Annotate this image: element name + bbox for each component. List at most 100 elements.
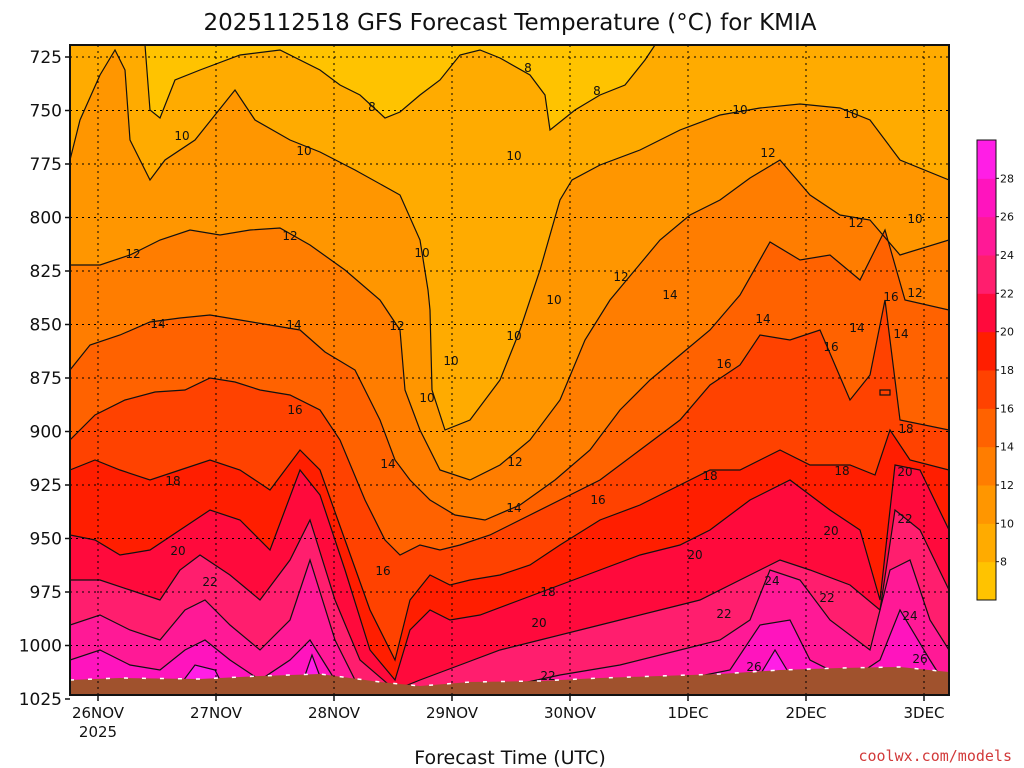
contour-label: 24 [764,574,779,588]
colorbar-swatch [977,216,996,256]
contour-label: 20 [170,544,185,558]
ground [70,667,949,695]
contour-label: 14 [506,501,521,515]
contour-label: 14 [849,321,864,335]
colorbar-label: 14 [1000,441,1014,454]
contour-label: 26 [912,652,927,666]
contour-label: 10 [843,107,858,121]
x-tick-label: 3DEC [903,704,944,722]
y-tick-label: 1000 [19,637,62,657]
contour-label: 26 [746,660,761,674]
contour-label: 10 [546,293,561,307]
x-tick-sublabel: 2025 [79,723,117,741]
colorbar-label: 24 [1000,249,1014,262]
colorbar-label: 28 [1000,172,1014,185]
x-tick-label: 1DEC [667,704,708,722]
contour-label: 12 [848,216,863,230]
colorbar-swatch [977,370,996,409]
contour-label: 14 [286,318,301,332]
colorbar-swatch [977,446,996,486]
x-tick-label: 2DEC [785,704,826,722]
contour-label: 10 [414,246,429,260]
contour-label: 16 [823,340,838,354]
contour-label: 18 [165,474,180,488]
contour-label: 16 [716,357,731,371]
contour-label: 20 [823,524,838,538]
y-tick-label: 850 [30,316,62,336]
chart-title: 2025112518 GFS Forecast Temperature (°C)… [203,10,816,36]
colorbar-label: 18 [1000,364,1014,377]
colorbar-label: 26 [1000,211,1014,224]
y-tick-label: 1025 [19,690,62,710]
contour-label: 18 [834,464,849,478]
contour-label: 16 [375,564,390,578]
x-tick-label: 28NOV [308,704,361,722]
contour-label: 14 [755,312,770,326]
contour-label: 14 [893,327,908,341]
y-tick-label: 950 [30,530,62,550]
colorbar-label: 16 [1000,402,1014,415]
plot-area: 8 8 8 10 10 10 10 10 10 10 10 10 10 10 12 12 12 12 12 12 12 1… [70,45,949,695]
contour-label: 16 [590,493,605,507]
contour-label: 22 [897,512,912,526]
colorbar: 8 10 12 14 16 18 20 22 24 26 28 [976,139,1014,601]
contour-label: 12 [125,247,140,261]
contour-label: 12 [907,286,922,300]
contour-label: 24 [902,609,917,623]
contour-label: 22 [540,669,555,683]
credit-text[interactable]: coolwx.com/models [858,747,1012,765]
y-tick-label: 925 [30,476,62,496]
contour-label: 16 [883,290,898,304]
colorbar-swatch [977,408,996,448]
y-tick-label: 725 [30,48,62,68]
contour-label: 8 [368,100,376,114]
y-tick-label: 825 [30,262,62,282]
contour-label: 22 [716,607,731,621]
contour-label: 10 [506,149,521,163]
contour-label: 14 [150,317,165,331]
contour-label: 8 [593,84,601,98]
colorbar-label: 22 [1000,287,1014,300]
contour-label: 10 [443,354,458,368]
contour-label: 12 [507,455,522,469]
colorbar-swatch [977,523,996,563]
contour-label: 8 [524,61,532,75]
colorbar-swatch [977,293,996,333]
contour-label: 10 [296,144,311,158]
contour-label: 12 [282,229,297,243]
colorbar-label: 10 [1000,517,1014,530]
contour-label: 12 [613,270,628,284]
contour-label: 22 [202,575,217,589]
contour-label: 10 [907,212,922,226]
contour-label: 14 [380,457,395,471]
y-tick-label: 875 [30,369,62,389]
y-tick-label: 900 [30,423,62,443]
contour-label: 18 [540,585,555,599]
colorbar-swatch [977,140,996,179]
ground-edge [70,666,949,687]
plot-frame [69,44,950,696]
contour-label: 10 [174,129,189,143]
colorbar-label: 12 [1000,479,1014,492]
contour-label: 14 [662,288,677,302]
x-axis-title: Forecast Time (UTC) [414,747,605,768]
x-tick-label: 26NOV [72,704,125,722]
contour-label: 10 [732,103,747,117]
contour-label: 18 [898,422,913,436]
colorbar-label: 20 [1000,326,1014,339]
y-axis: 725 750 775 800 825 850 875 900 925 950 975 1000 102… [19,48,70,710]
contour-labels: 8 8 8 10 10 10 10 10 10 10 10 10 10 10 12 12 12 12 12 12 12 1… [125,61,927,683]
y-tick-label: 975 [30,583,62,603]
contour-label: 16 [287,403,302,417]
grid-lines [70,45,949,695]
y-tick-label: 775 [30,155,62,175]
colorbar-swatch [977,255,996,294]
x-tick-label: 27NOV [190,704,243,722]
contour-label: 20 [531,616,546,630]
contour-label: 22 [819,591,834,605]
x-tick-label: 30NOV [544,704,597,722]
contour-label: 18 [702,469,717,483]
contour-label: 10 [419,391,434,405]
